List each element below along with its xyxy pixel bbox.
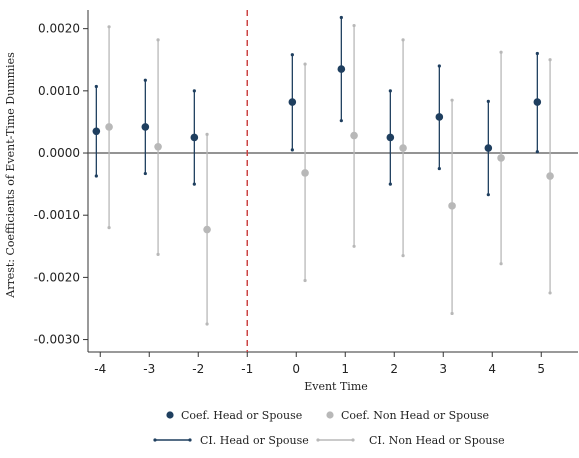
legend-marker-coef-head [166, 411, 174, 419]
coef-point-head [484, 144, 493, 152]
ci-cap-low-nonhead [352, 244, 356, 248]
ci-cap-low-head [94, 174, 98, 178]
legend: Coef. Head or Spouse Coef. Non Head or S… [153, 409, 505, 447]
ci-cap-low-head [339, 119, 343, 123]
series-head [92, 15, 542, 197]
legend-label-ci-nonhead: CI. Non Head or Spouse [369, 434, 505, 447]
ci-cap-high-nonhead [107, 25, 111, 29]
y-axis-title: Arrest: Coefficients of Event-Time Dummi… [4, 52, 17, 299]
ci-cap-low-head [143, 171, 147, 176]
ci-cap-high-head [388, 89, 392, 93]
coef-point-nonhead [448, 202, 456, 210]
coef-point-nonhead [301, 169, 309, 177]
x-tick-label: -2 [192, 362, 204, 376]
coef-point-head [386, 133, 395, 142]
coef-point-nonhead [154, 143, 162, 151]
ci-cap-high-head [143, 78, 147, 82]
ci-cap-low-nonhead [156, 252, 160, 256]
y-tick-label: 0.0000 [38, 146, 80, 160]
coef-point-nonhead [105, 123, 113, 131]
ci-cap-high-nonhead [450, 98, 454, 102]
coef-point-nonhead [497, 154, 505, 162]
coef-point-head [337, 65, 346, 73]
ci-cap-high-head [486, 99, 490, 104]
ci-cap-high-head [339, 15, 343, 20]
ci-cap-low-nonhead [107, 226, 111, 230]
legend-line-ci-head-dot-left [153, 438, 157, 442]
y-tick-label: 0.0010 [38, 84, 80, 98]
ci-cap-low-head [437, 166, 441, 171]
series-nonhead [105, 23, 554, 326]
y-tick-label: 0.0020 [38, 22, 80, 36]
ci-cap-low-head [486, 193, 490, 197]
ci-cap-low-nonhead [499, 262, 503, 266]
legend-line-ci-nonhead-dot-right [351, 438, 355, 442]
ci-cap-high-head [290, 53, 294, 57]
legend-label-coef-head: Coef. Head or Spouse [181, 409, 302, 422]
coef-point-nonhead [350, 131, 358, 140]
ci-cap-high-nonhead [548, 58, 552, 62]
ci-cap-low-nonhead [401, 254, 405, 258]
ci-cap-low-head [388, 182, 392, 186]
x-tick-label: -1 [241, 362, 253, 376]
ci-cap-high-nonhead [401, 38, 405, 42]
legend-line-ci-nonhead-dot-left [316, 438, 320, 442]
ci-cap-high-nonhead [303, 62, 307, 66]
x-tick-label: 1 [341, 362, 349, 376]
x-tick-label: -3 [143, 362, 155, 376]
ci-cap-high-head [437, 64, 441, 68]
x-tick-label: -4 [94, 362, 106, 376]
legend-line-ci-head-dot-right [188, 438, 192, 442]
ci-cap-high-head [535, 51, 539, 56]
coef-point-head [141, 123, 150, 131]
axis-labels: Event Time Arrest: Coefficients of Event… [4, 52, 368, 393]
ci-cap-low-nonhead [450, 311, 454, 316]
y-tick-label: -0.0020 [34, 270, 80, 284]
y-tick-label: -0.0030 [34, 333, 80, 347]
ci-cap-high-nonhead [205, 132, 209, 136]
coef-point-head [533, 98, 542, 106]
coef-point-nonhead [546, 172, 554, 180]
coef-point-head [190, 133, 199, 142]
ci-cap-high-nonhead [352, 23, 356, 28]
ci-cap-low-nonhead [303, 278, 307, 283]
ci-cap-low-head [192, 182, 196, 186]
y-tick-label: -0.0010 [34, 208, 80, 222]
x-tick-label: 4 [488, 362, 496, 376]
ci-cap-high-head [192, 89, 196, 93]
x-tick-label: 5 [537, 362, 545, 376]
legend-marker-coef-nonhead [326, 411, 334, 419]
x-tick-label: 2 [390, 362, 398, 376]
coef-point-nonhead [203, 225, 211, 234]
x-axis-title: Event Time [304, 380, 368, 393]
ci-cap-low-nonhead [548, 291, 552, 295]
coef-point-nonhead [399, 144, 407, 152]
legend-label-ci-head: CI. Head or Spouse [200, 434, 309, 447]
ci-cap-high-nonhead [499, 50, 503, 54]
coef-point-head [288, 98, 297, 106]
ci-cap-low-head [290, 148, 294, 152]
ci-cap-low-nonhead [205, 322, 209, 326]
x-tick-label: 0 [292, 362, 300, 376]
coef-point-head [92, 127, 101, 136]
legend-label-coef-nonhead: Coef. Non Head or Spouse [341, 409, 489, 422]
ci-cap-high-head [94, 84, 98, 89]
ci-cap-low-head [535, 150, 539, 154]
ci-cap-high-nonhead [156, 38, 160, 42]
axes-layer: 0.0020 0.0010 0.0000 -0.0010 -0.0020 -0.0030 -… [34, 10, 578, 376]
reference-lines [88, 10, 578, 352]
coef-point-head [435, 113, 444, 121]
x-tick-label: 3 [439, 362, 447, 376]
data-marks [92, 15, 554, 326]
